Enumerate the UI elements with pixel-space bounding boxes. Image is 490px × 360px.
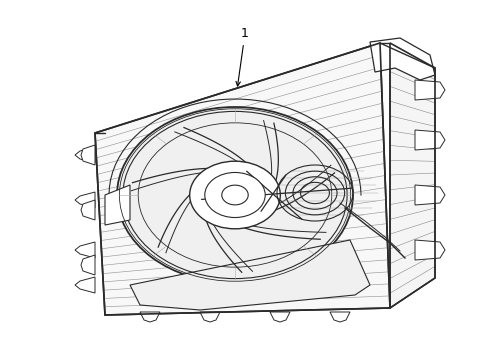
Polygon shape: [130, 240, 370, 310]
Text: 1: 1: [236, 27, 249, 86]
Polygon shape: [140, 312, 160, 322]
Polygon shape: [200, 312, 220, 322]
Ellipse shape: [190, 161, 280, 229]
Polygon shape: [415, 130, 445, 150]
Polygon shape: [95, 43, 390, 315]
Ellipse shape: [222, 185, 248, 205]
Polygon shape: [75, 242, 95, 258]
Polygon shape: [105, 185, 130, 225]
Polygon shape: [75, 277, 95, 293]
Polygon shape: [81, 200, 95, 220]
Polygon shape: [81, 255, 95, 275]
Ellipse shape: [205, 172, 265, 217]
Polygon shape: [390, 42, 435, 308]
Polygon shape: [81, 145, 95, 165]
Polygon shape: [75, 192, 95, 208]
Polygon shape: [270, 312, 290, 322]
Polygon shape: [330, 312, 350, 322]
Polygon shape: [370, 38, 435, 80]
Polygon shape: [415, 185, 445, 205]
Polygon shape: [75, 147, 95, 163]
Ellipse shape: [117, 107, 353, 283]
Polygon shape: [415, 80, 445, 100]
Polygon shape: [415, 240, 445, 260]
